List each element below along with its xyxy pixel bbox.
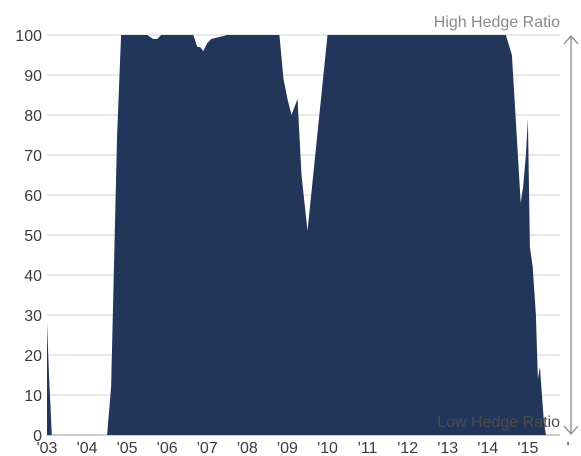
high-hedge-ratio-label: High Hedge Ratio [434,14,560,31]
x-tick-label-4: '07 [197,440,218,456]
x-tick-label-6: '09 [277,440,298,456]
y-tick-label-80: 80 [24,108,42,125]
y-tick-label-100: 100 [15,28,42,45]
x-tick-label-5: '08 [237,440,258,456]
y-tick-label-20: 20 [24,348,42,365]
x-tick-label-13: ' [566,440,569,456]
y-tick-label-40: 40 [24,268,42,285]
area-series [47,35,568,435]
x-tick-label-12: '15 [517,440,538,456]
x-tick-label-2: '05 [117,440,138,456]
arrow-head-up [563,34,579,45]
x-tick-label-10: '13 [437,440,458,456]
y-tick-label-30: 30 [24,308,42,325]
y-tick-label-70: 70 [24,148,42,165]
arrow-head-down [563,425,579,436]
x-tick-label-1: '04 [77,440,98,456]
x-tick-label-3: '06 [157,440,178,456]
y-tick-label-50: 50 [24,228,42,245]
hedge-ratio-area [47,35,568,435]
hedge-ratio-arrow [563,34,579,436]
y-tick-label-0: 0 [33,428,42,445]
x-tick-label-11: '14 [477,440,498,456]
y-tick-labels: 0 10 20 30 40 50 60 70 80 90 100 [15,28,42,445]
x-tick-label-8: '11 [358,440,378,456]
y-tick-label-90: 90 [24,68,42,85]
x-tick-label-7: '10 [317,440,338,456]
y-tick-label-10: 10 [24,388,42,405]
y-tick-label-60: 60 [24,188,42,205]
x-tick-labels: '03 '04 '05 '06 '07 '08 '09 '10 '11 '12 '13 '14 '15 ' [37,440,570,456]
x-tick-label-9: '12 [397,440,418,456]
low-hedge-ratio-label: Low Hedge Ratio [437,414,560,431]
x-tick-label-0: '03 [37,440,58,456]
